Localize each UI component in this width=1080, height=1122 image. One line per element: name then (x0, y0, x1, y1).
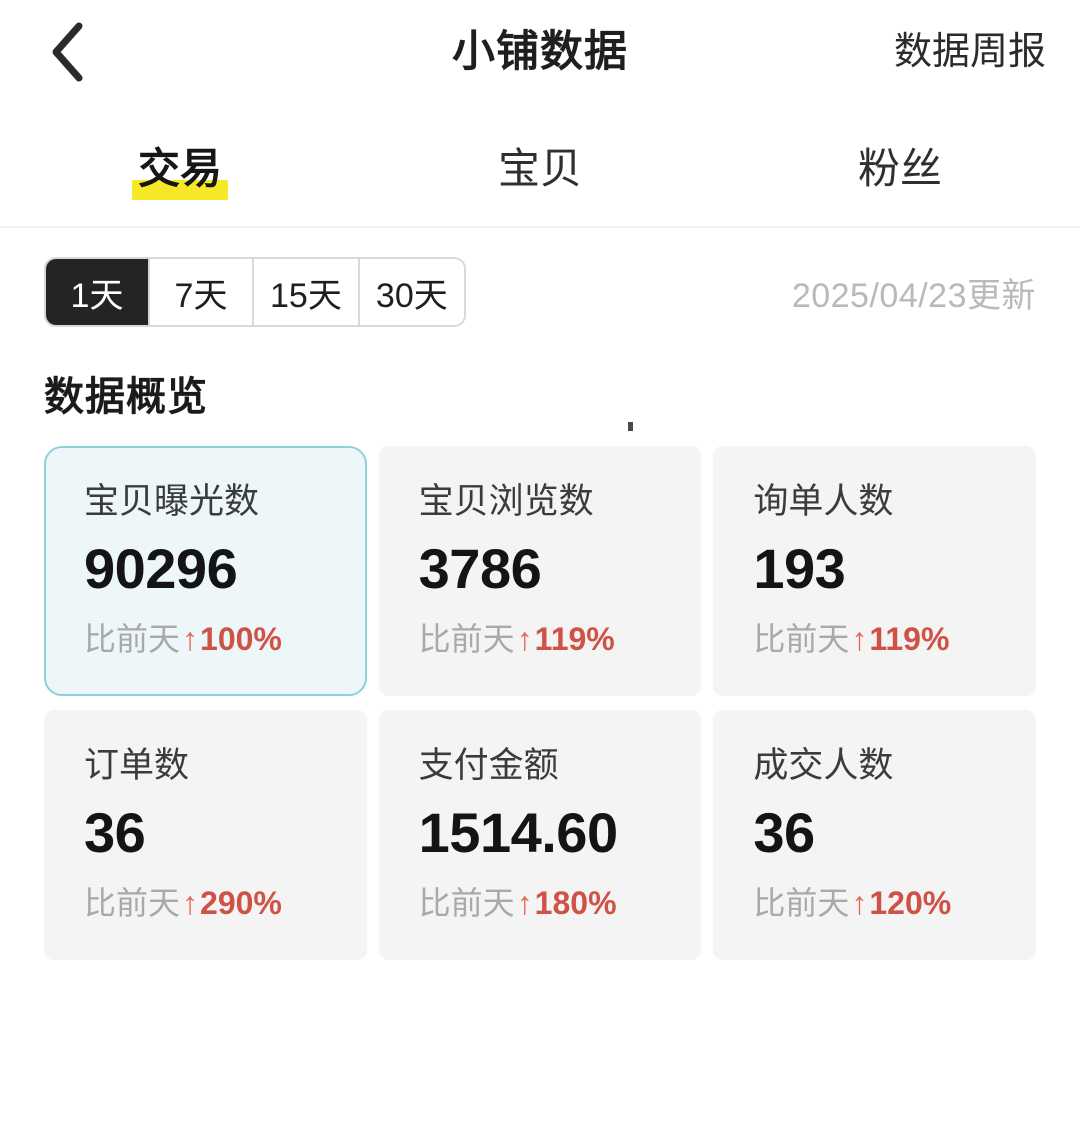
metric-delta: 比前天↑100% (84, 623, 365, 655)
metric-card-grid: 宝贝曝光数 90296 比前天↑100% 宝贝浏览数 3786 比前天↑119%… (0, 446, 1080, 960)
metric-delta-prefix: 比前天 (753, 621, 850, 657)
tab-fans[interactable]: 粉丝 (720, 135, 1080, 196)
metric-delta-value: 100% (200, 621, 282, 657)
app-header: 小铺数据 数据周报 (0, 0, 1080, 104)
metric-label: 宝贝曝光数 (84, 482, 260, 521)
back-button[interactable] (34, 18, 102, 86)
arrow-up-icon: ↑ (516, 885, 533, 921)
metric-value: 36 (84, 801, 146, 864)
arrow-up-icon: ↑ (516, 621, 533, 657)
metric-label: 支付金额 (418, 746, 559, 785)
metric-card-item-impressions[interactable]: 宝贝曝光数 90296 比前天↑100% (44, 446, 367, 696)
metric-value: 90296 (84, 537, 238, 600)
metric-delta-value: 290% (200, 885, 282, 921)
metric-delta-prefix: 比前天 (84, 621, 181, 657)
arrow-up-icon: ↑ (851, 885, 868, 921)
weekly-report-link[interactable]: 数据周报 (893, 31, 1046, 73)
metric-card-inquiry-users[interactable]: 询单人数 193 比前天↑119% (713, 446, 1036, 696)
metric-card-buyers[interactable]: 成交人数 36 比前天↑120% (713, 710, 1036, 960)
tab-transactions-label: 交易 (131, 135, 229, 200)
metric-value: 36 (753, 801, 815, 864)
arrow-up-icon: ↑ (182, 885, 199, 921)
page-title: 小铺数据 (452, 28, 628, 76)
tab-transactions[interactable]: 交易 (0, 135, 360, 200)
date-range-segmented-control[interactable]: 1天 7天 15天 30天 (44, 257, 466, 327)
range-1-day[interactable]: 1天 (46, 259, 150, 325)
metric-delta-prefix: 比前天 (84, 885, 181, 921)
metric-delta: 比前天↑119% (419, 623, 700, 655)
tab-fans-label: 粉丝 (857, 144, 942, 192)
metric-label: 宝贝浏览数 (418, 482, 594, 521)
tab-bar: 交易 宝贝 粉丝 (0, 104, 1080, 226)
metric-value: 3786 (418, 537, 542, 600)
chevron-left-icon (47, 21, 89, 83)
metric-delta-prefix: 比前天 (753, 885, 850, 921)
tab-items-label: 宝贝 (497, 144, 582, 192)
metric-label: 询单人数 (753, 482, 894, 521)
range-7-days[interactable]: 7天 (150, 259, 254, 325)
metric-delta: 比前天↑290% (84, 887, 365, 919)
metric-value: 1514.60 (418, 801, 618, 864)
range-15-days[interactable]: 15天 (254, 259, 360, 325)
decorative-speck (628, 422, 633, 431)
metric-delta: 比前天↑120% (753, 887, 1034, 919)
section-title-overview: 数据概览 (44, 375, 208, 419)
metric-delta-value: 180% (534, 885, 617, 921)
metric-value: 193 (753, 537, 846, 600)
metric-card-item-views[interactable]: 宝贝浏览数 3786 比前天↑119% (378, 446, 702, 696)
tab-divider (0, 226, 1080, 228)
last-updated-text: 2025/04/23更新 (791, 276, 1036, 315)
metric-delta-value: 119% (534, 621, 615, 657)
metric-delta-prefix: 比前天 (418, 621, 515, 657)
metric-delta: 比前天↑119% (753, 623, 1034, 655)
metric-label: 订单数 (84, 746, 190, 785)
metric-card-payment-amount[interactable]: 支付金额 1514.60 比前天↑180% (378, 710, 702, 960)
range-30-days[interactable]: 30天 (359, 259, 464, 325)
arrow-up-icon: ↑ (182, 621, 199, 657)
filter-row: 1天 7天 15天 30天 2025/04/23更新 (0, 228, 1080, 356)
metric-card-orders[interactable]: 订单数 36 比前天↑290% (44, 710, 367, 960)
metric-delta-prefix: 比前天 (418, 885, 515, 921)
metric-delta: 比前天↑180% (419, 887, 700, 919)
arrow-up-icon: ↑ (851, 621, 868, 657)
tab-items[interactable]: 宝贝 (360, 135, 720, 196)
metric-label: 成交人数 (753, 746, 894, 785)
metric-delta-value: 120% (869, 885, 952, 921)
metric-delta-value: 119% (869, 621, 950, 657)
